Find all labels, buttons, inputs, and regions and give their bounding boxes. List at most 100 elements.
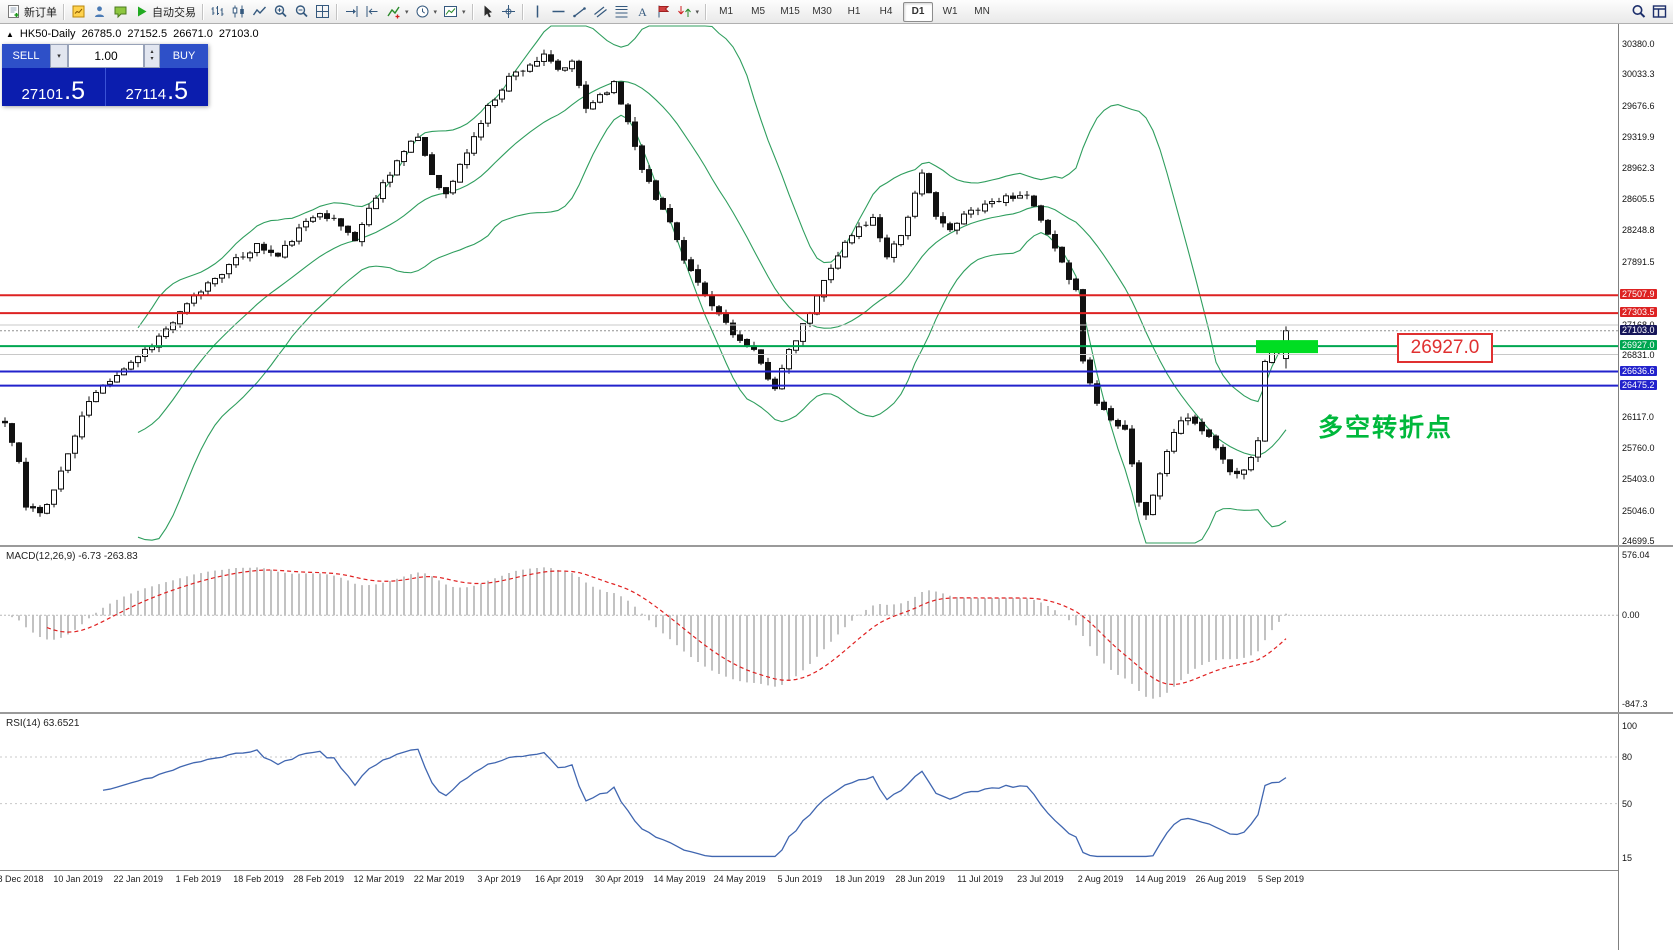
chart-window[interactable]: ▲ HK50-Daily 26785.0 27152.5 26671.0 271… — [0, 24, 1673, 950]
volume-input[interactable]: 1.00 — [68, 44, 144, 68]
date-label-0: 28 Dec 2018 — [0, 874, 44, 884]
profiles-icon[interactable] — [89, 2, 110, 22]
date-label-6: 12 Mar 2019 — [353, 874, 405, 884]
date-label-18: 2 Aug 2019 — [1077, 874, 1124, 884]
date-label-17: 23 Jul 2019 — [1017, 874, 1064, 884]
tf-d1-button[interactable]: D1 — [903, 1, 934, 22]
candlestick-chart-button[interactable] — [228, 2, 249, 22]
arrows-button[interactable]: ▾ — [674, 2, 703, 22]
cursor-button-icon — [484, 5, 492, 18]
equidistant-channel-button[interactable] — [590, 2, 611, 22]
rsi-indicator-label: RSI(14) 63.6521 — [6, 718, 80, 729]
tf-w1-button[interactable]: W1 — [942, 6, 958, 17]
price-scale[interactable]: 30380.0 30033.3 29676.6 29319.9 28962.3 28605… — [1618, 24, 1673, 950]
tf-m5-button[interactable]: M5 — [751, 6, 766, 17]
tf-m1-button[interactable]: M1 — [719, 6, 734, 17]
buy-price-main: 27114 — [125, 86, 167, 103]
volume-stepper[interactable]: ▴ ▾ — [144, 44, 160, 68]
ohlc-close: 27103.0 — [218, 28, 259, 40]
new-order-button[interactable]: 新订单 — [3, 2, 60, 22]
ohlc-open: 26785.0 — [81, 28, 122, 40]
panel-divider-1[interactable] — [0, 545, 1673, 547]
trendline-button[interactable] — [569, 2, 590, 22]
fibonacci-button[interactable] — [611, 2, 632, 22]
buy-button[interactable]: BUY — [160, 44, 208, 68]
tf-mn-button[interactable]: MN — [974, 6, 990, 17]
layout-button[interactable] — [1649, 2, 1670, 22]
volume-stepper-up-icon[interactable]: ▴ — [150, 49, 154, 55]
price-tick-12: 25403.0 — [1622, 474, 1655, 485]
autotrading-button[interactable]: 自动交易 — [131, 2, 199, 22]
tf-h4-button[interactable]: H4 — [879, 6, 893, 17]
volume-dropdown[interactable]: ▾ — [50, 44, 68, 68]
tf-m15-button[interactable]: M15 — [780, 6, 800, 17]
ohlc-high: 27152.5 — [127, 28, 168, 40]
zoom-out-button[interactable] — [291, 2, 312, 22]
candlestick-chart-button-icon — [232, 5, 244, 18]
bar-chart-button[interactable] — [207, 2, 228, 22]
price-chart[interactable] — [0, 24, 1618, 545]
macd-indicator-label: MACD(12,26,9) -6.73 -263.83 — [6, 551, 138, 562]
periods-button[interactable]: ▾ — [412, 2, 441, 22]
templates-button-icon — [444, 6, 458, 17]
indicators-button[interactable]: ▾ — [383, 2, 412, 22]
search-button[interactable] — [1628, 2, 1649, 22]
autotrading-button-label: 自动交易 — [152, 6, 196, 19]
text-label-button[interactable] — [653, 2, 674, 22]
market-watch-icon-icon — [72, 5, 85, 18]
auto-scroll-button[interactable] — [341, 2, 362, 22]
vertical-line-button-icon — [536, 5, 538, 18]
zoom-out-button-icon — [295, 5, 308, 18]
crosshair-button[interactable] — [498, 2, 519, 22]
buy-price[interactable]: 27114 .5 — [104, 68, 209, 106]
line-chart-button[interactable] — [249, 2, 270, 22]
price-tick-0: 30380.0 — [1622, 39, 1655, 49]
date-label-11: 14 May 2019 — [653, 874, 706, 884]
rsi-tick-1: 80 — [1622, 752, 1633, 763]
market-watch-icon[interactable] — [68, 2, 89, 22]
tf-h1-button[interactable]: H1 — [847, 6, 861, 17]
date-label-8: 3 Apr 2019 — [477, 874, 521, 884]
price-tick-11: 25760.0 — [1622, 443, 1655, 454]
fibonacci-button-icon — [615, 6, 628, 18]
one-click-toggle-icon[interactable]: ▲ — [6, 29, 14, 39]
panel-divider-2[interactable] — [0, 712, 1673, 714]
date-label-15: 28 Jun 2019 — [895, 874, 945, 884]
volume-stepper-down-icon[interactable]: ▾ — [150, 56, 154, 62]
date-label-1: 10 Jan 2019 — [53, 874, 103, 884]
trendline-button-icon — [572, 7, 586, 18]
sell-price[interactable]: 27101 .5 — [2, 68, 105, 106]
price-line-label-7: 26475.2 — [1620, 379, 1657, 390]
sell-price-main: 27101 — [21, 86, 64, 103]
price-line-label-3: 27103.0 — [1620, 324, 1657, 335]
date-label-14: 18 Jun 2019 — [835, 874, 885, 884]
alerts-icon[interactable] — [110, 2, 131, 22]
price-line-label-4: 26927.0 — [1620, 340, 1657, 351]
cursor-button[interactable] — [477, 2, 498, 22]
buy-price-frac: .5 — [167, 77, 188, 105]
tf-m30-button[interactable]: M30 — [812, 6, 832, 17]
macd-panel[interactable] — [0, 547, 1618, 712]
date-label-5: 28 Feb 2019 — [293, 874, 344, 884]
sell-button[interactable]: SELL — [2, 44, 50, 68]
date-label-12: 24 May 2019 — [713, 874, 766, 884]
autotrading-button-icon — [138, 6, 147, 17]
search-button-icon — [1632, 5, 1646, 18]
text-button[interactable]: A — [632, 2, 653, 22]
zoom-in-button[interactable] — [270, 2, 291, 22]
sell-price-frac: .5 — [64, 77, 86, 105]
horizontal-line-button[interactable] — [548, 2, 569, 22]
price-tick-3: 29319.9 — [1622, 131, 1655, 142]
chart-shift-button[interactable] — [362, 2, 383, 22]
chart-shift-button-icon — [366, 6, 378, 17]
bar-chart-button-icon — [211, 6, 224, 16]
templates-button[interactable]: ▾ — [440, 2, 469, 22]
macd-tick-0: 576.04 — [1622, 550, 1650, 560]
date-label-19: 14 Aug 2019 — [1135, 874, 1186, 884]
time-axis[interactable]: 28 Dec 2018 10 Jan 2019 22 Jan 2019 1 Feb 2… — [0, 870, 1618, 889]
sep-6 — [705, 3, 708, 20]
tile-windows-button[interactable] — [312, 2, 333, 22]
vertical-line-button[interactable] — [527, 2, 548, 22]
arrows-button-caret-icon: ▾ — [695, 8, 700, 16]
rsi-panel[interactable] — [0, 714, 1618, 870]
